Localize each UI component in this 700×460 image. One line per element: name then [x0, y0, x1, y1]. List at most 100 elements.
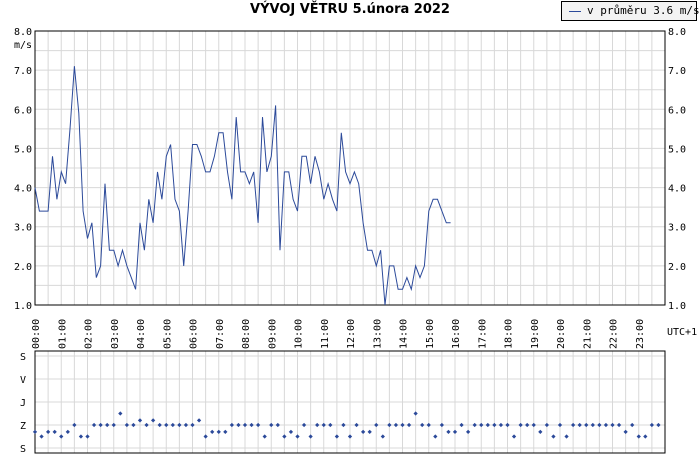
x-tick-label: 05:00 — [162, 319, 173, 349]
x-tick-label: 01:00 — [57, 319, 68, 349]
direction-point — [164, 422, 169, 428]
x-tick-label: 20:00 — [556, 319, 567, 349]
x-tick-label: 04:00 — [136, 319, 147, 349]
direction-point — [203, 434, 208, 439]
x-tick-label: 18:00 — [504, 319, 515, 349]
direction-point — [485, 422, 490, 428]
direction-point — [98, 422, 103, 428]
direction-point — [111, 422, 116, 428]
legend-label: v průměru 3.6 m/s — [587, 4, 700, 17]
direction-point — [446, 429, 451, 435]
direction-point — [315, 422, 320, 428]
x-tick-label: 22:00 — [609, 319, 620, 349]
legend: v průměru 3.6 m/s — [561, 1, 700, 21]
direction-point — [282, 434, 287, 439]
direction-point — [531, 422, 536, 428]
direction-point — [249, 422, 254, 428]
direction-series — [32, 411, 661, 439]
direction-point — [151, 418, 156, 423]
direction-point — [538, 429, 543, 435]
direction-point — [65, 429, 70, 435]
y-tick-label-right: 1.0 — [668, 301, 686, 312]
direction-point — [190, 422, 195, 428]
x-tick-label: 08:00 — [241, 319, 252, 349]
y-tick-label-left: 6.0 — [14, 105, 32, 116]
direction-point — [361, 429, 366, 435]
x-tick-label: 09:00 — [267, 319, 278, 349]
y-tick-label-left: 4.0 — [14, 184, 32, 195]
direction-point — [256, 422, 261, 428]
speed-plot-frame — [34, 30, 666, 306]
direction-point — [426, 422, 431, 428]
direction-point — [433, 434, 438, 439]
x-tick-label: 07:00 — [215, 319, 226, 349]
speed-grid — [34, 30, 666, 306]
direction-point — [420, 422, 425, 428]
direction-point — [571, 422, 576, 428]
direction-point — [52, 429, 57, 435]
direction-point — [656, 422, 661, 428]
direction-point — [518, 422, 523, 428]
direction-point — [196, 418, 202, 423]
x-tick-label: 15:00 — [425, 319, 436, 349]
x-tick-label: 14:00 — [399, 319, 410, 349]
direction-point — [59, 434, 64, 439]
direction-point — [131, 422, 136, 428]
x-tick-label: 11:00 — [320, 319, 331, 349]
direction-point — [511, 434, 517, 439]
direction-point — [498, 422, 504, 428]
y-tick-label-right: 4.0 — [668, 184, 686, 195]
y-tick-label-right: 2.0 — [668, 262, 686, 273]
y-tick-label-left: 3.0 — [14, 223, 32, 234]
y-tick-label-left: 1.0 — [14, 301, 32, 312]
direction-point — [544, 422, 549, 428]
direction-point — [157, 422, 162, 428]
y-tick-label-right: 5.0 — [668, 144, 686, 155]
direction-point — [413, 411, 418, 416]
direction-point — [170, 422, 175, 428]
direction-point — [597, 422, 602, 428]
direction-point — [301, 422, 307, 428]
direction-point — [374, 422, 379, 428]
y-tick-label-left: 2.0 — [14, 262, 32, 273]
direction-point — [630, 422, 635, 428]
direction-point — [39, 434, 44, 439]
direction-point — [288, 429, 294, 435]
direction-point — [85, 434, 90, 439]
direction-point — [78, 434, 84, 439]
direction-point — [459, 422, 464, 428]
direction-point — [183, 422, 189, 428]
direction-point — [137, 418, 143, 423]
direction-point — [275, 422, 280, 428]
direction-point — [72, 422, 77, 428]
direction-point — [400, 422, 405, 428]
direction-point — [347, 434, 353, 439]
x-tick-label: 12:00 — [346, 319, 357, 349]
chart-title: VÝVOJ VĚTRU 5.února 2022 — [250, 2, 450, 17]
direction-point — [124, 422, 129, 428]
direction-category-label: J — [20, 398, 26, 409]
direction-point — [32, 429, 38, 435]
speed-x-ticks: 00:00 01:00 02:00 03:00 04:00 05:00 06:00 07:00… — [31, 319, 646, 349]
direction-point — [649, 422, 654, 428]
direction-point — [367, 429, 372, 435]
x-axis-timezone-label: UTC+1 — [667, 327, 697, 338]
direction-point — [406, 422, 412, 428]
direction-point — [321, 422, 326, 428]
direction-point — [210, 429, 215, 435]
x-tick-label: 10:00 — [294, 319, 305, 349]
x-tick-label: 23:00 — [635, 319, 646, 349]
y-tick-label-right: 7.0 — [668, 66, 686, 77]
direction-plot-frame — [34, 350, 666, 454]
x-tick-label: 13:00 — [372, 319, 383, 349]
direction-point — [216, 429, 221, 435]
y-tick-label-right: 3.0 — [668, 223, 686, 234]
direction-point — [341, 422, 346, 428]
x-tick-label: 19:00 — [530, 319, 541, 349]
direction-point — [334, 434, 339, 439]
direction-point — [505, 422, 510, 428]
direction-point — [269, 422, 274, 428]
direction-point — [144, 422, 149, 428]
direction-point — [354, 422, 359, 428]
